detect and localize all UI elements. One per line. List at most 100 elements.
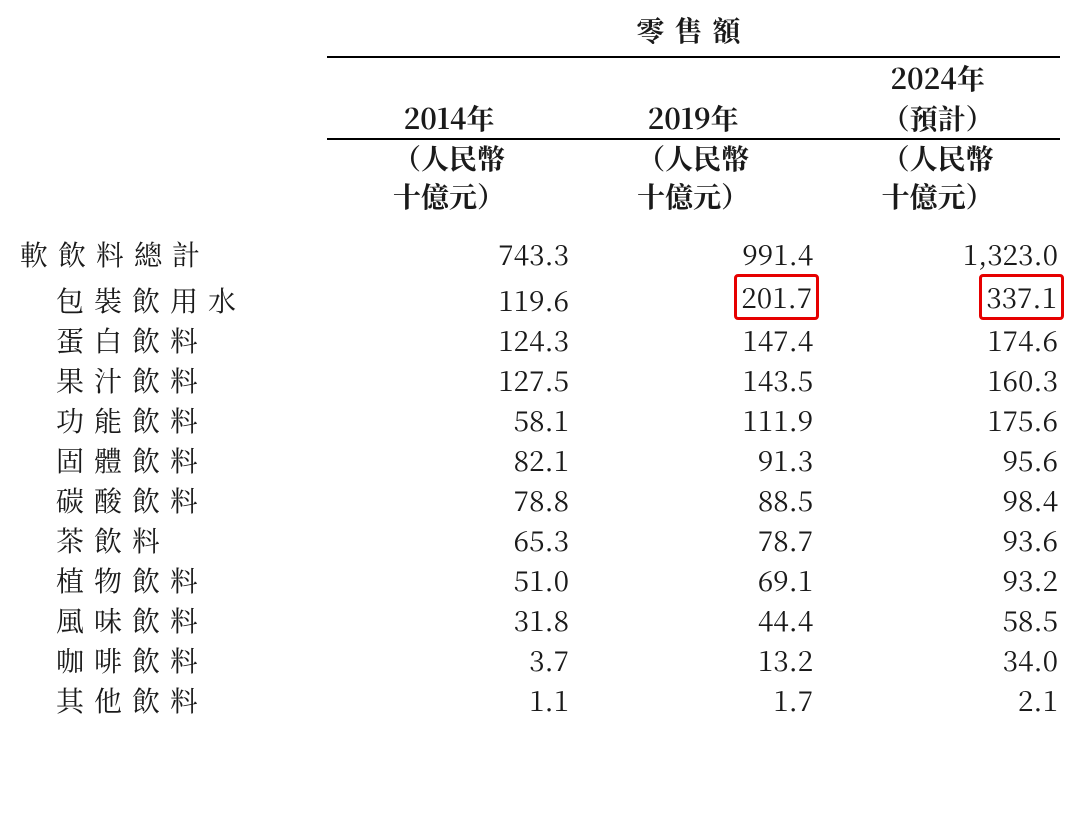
value: 88.5 — [756, 480, 815, 520]
table-cell: 1.7 — [571, 680, 815, 720]
row-label: 軟飲料總計 — [20, 234, 327, 274]
value: 78.7 — [756, 520, 815, 560]
table-cell: 93.6 — [815, 520, 1060, 560]
value: 124.3 — [496, 320, 571, 360]
table-cell: 160.3 — [815, 360, 1060, 400]
table-cell: 65.3 — [327, 520, 571, 560]
table-cell: 119.6 — [327, 274, 571, 320]
value: 127.5 — [496, 360, 571, 400]
table-cell: 98.4 — [815, 480, 1060, 520]
row-label: 咖啡飲料 — [20, 640, 327, 680]
value: 91.3 — [756, 440, 815, 480]
retail-sales-table: 零售額 2014年 2019年 2024年 （預計） （人民幣 十億元） — [20, 10, 1060, 720]
table-header: 零售額 2014年 2019年 2024年 （預計） （人民幣 十億元） — [20, 10, 1060, 234]
highlighted-value: 201.7 — [734, 274, 819, 320]
table-cell: 143.5 — [571, 360, 815, 400]
table-row: 茶飲料 65.3 78.793.6 — [20, 520, 1060, 560]
table-cell: 88.5 — [571, 480, 815, 520]
table-cell: 69.1 — [571, 560, 815, 600]
table-cell: 82.1 — [327, 440, 571, 480]
col-header-2024: 2024年 （預計） — [815, 58, 1060, 139]
value: 1.1 — [527, 680, 571, 720]
table-row: 蛋白飲料 124.3 147.4 174.6 — [20, 320, 1060, 360]
row-label: 風味飲料 — [20, 600, 327, 640]
table-cell: 93.2 — [815, 560, 1060, 600]
table-cell: 127.5 — [327, 360, 571, 400]
value: 143.5 — [740, 360, 815, 400]
value: 1,323.0 — [961, 234, 1060, 274]
table-row: 果汁飲料127.5143.5160.3 — [20, 360, 1060, 400]
value: 3.7 — [527, 640, 571, 680]
value: 95.6 — [1001, 440, 1060, 480]
value: 82.1 — [512, 440, 571, 480]
row-label: 功能飲料 — [20, 400, 327, 440]
table-cell: 175.6 — [815, 400, 1060, 440]
value: 2.1 — [1016, 680, 1060, 720]
value: 743.3 — [496, 234, 571, 274]
table-row: 包裝飲用水119.6201.7337.1 — [20, 274, 1060, 320]
table-cell: 58.1 — [327, 400, 571, 440]
table-cell: 44.4 — [571, 600, 815, 640]
table-cell: 34.0 — [815, 640, 1060, 680]
table-cell: 147.4 — [571, 320, 815, 360]
table-row: 其他飲料 1.11.7 2.1 — [20, 680, 1060, 720]
value: 13.2 — [756, 640, 815, 680]
value: 69.1 — [756, 560, 815, 600]
value: 44.4 — [756, 600, 815, 640]
table-cell: 2.1 — [815, 680, 1060, 720]
table-cell: 91.3 — [571, 440, 815, 480]
value: 78.8 — [512, 480, 571, 520]
table-cell: 1,323.0 — [815, 234, 1060, 274]
table-cell: 78.8 — [327, 480, 571, 520]
table-cell: 201.7 — [571, 274, 815, 320]
table-cell: 3.7 — [327, 640, 571, 680]
row-label: 其他飲料 — [20, 680, 327, 720]
value: 175.6 — [985, 400, 1060, 440]
col-header-2014: 2014年 — [327, 58, 571, 139]
table-row: 軟飲料總計 743.3 991.4 1,323.0 — [20, 234, 1060, 274]
table-cell: 51.0 — [327, 560, 571, 600]
value: 34.0 — [1001, 640, 1060, 680]
table-cell: 1.1 — [327, 680, 571, 720]
row-label: 碳酸飲料 — [20, 480, 327, 520]
table-cell: 58.5 — [815, 600, 1060, 640]
table-row: 固體飲料82.191.395.6 — [20, 440, 1060, 480]
table-cell: 337.1 — [815, 274, 1060, 320]
value: 93.2 — [1001, 560, 1060, 600]
table-cell: 174.6 — [815, 320, 1060, 360]
value: 160.3 — [985, 360, 1060, 400]
table-row: 咖啡飲料 3.7 13.2 34.0 — [20, 640, 1060, 680]
highlighted-value: 337.1 — [979, 274, 1064, 320]
table-cell: 95.6 — [815, 440, 1060, 480]
value: 58.1 — [512, 400, 571, 440]
super-header: 零售額 — [327, 10, 1060, 58]
col-header-2019: 2019年 — [571, 58, 815, 139]
col-unit-2024: （人民幣 十億元） — [815, 139, 1060, 216]
col-year: 2019年 — [648, 98, 739, 138]
value: 98.4 — [1001, 480, 1060, 520]
table-cell: 78.7 — [571, 520, 815, 560]
value: 65.3 — [512, 520, 571, 560]
value: 147.4 — [740, 320, 815, 360]
table-cell: 991.4 — [571, 234, 815, 274]
table-cell: 124.3 — [327, 320, 571, 360]
value: 58.5 — [1001, 600, 1060, 640]
table-cell: 743.3 — [327, 234, 571, 274]
table-cell: 13.2 — [571, 640, 815, 680]
value: 119.6 — [496, 280, 571, 320]
col-unit-2014: （人民幣 十億元） — [327, 139, 571, 216]
row-label: 蛋白飲料 — [20, 320, 327, 360]
row-label: 茶飲料 — [20, 520, 327, 560]
value: 31.8 — [512, 600, 571, 640]
table-row: 風味飲料 31.8 44.4 58.5 — [20, 600, 1060, 640]
table-body: 軟飲料總計743.3991.41,323.0包裝飲用水119.6201.7337… — [20, 234, 1060, 720]
value: 111.9 — [740, 400, 815, 440]
col-year: 2014年 — [404, 98, 495, 138]
value: 174.6 — [985, 320, 1060, 360]
row-label: 包裝飲用水 — [20, 274, 327, 320]
table-row: 功能飲料 58.1 111.9 175.6 — [20, 400, 1060, 440]
table-cell: 31.8 — [327, 600, 571, 640]
value: 991.4 — [740, 234, 815, 274]
value: 51.0 — [512, 560, 571, 600]
col-year: 2024年 — [890, 58, 984, 98]
